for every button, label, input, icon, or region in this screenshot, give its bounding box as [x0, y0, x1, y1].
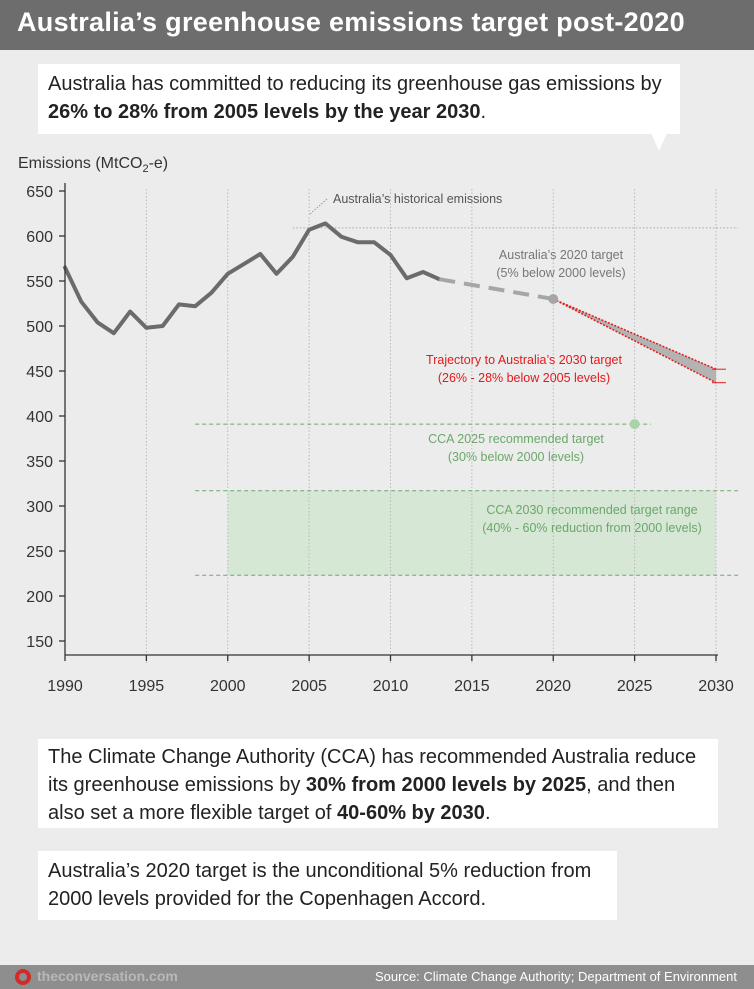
trajectory-2030-lower-line [552, 298, 717, 384]
y-tick-label: 250 [26, 544, 53, 561]
y-tick-label: 400 [26, 409, 53, 426]
target-2020-point [548, 294, 559, 304]
cca-2025-target-point [629, 419, 640, 430]
target-2020-callout: Australia’s 2020 target is the unconditi… [38, 851, 617, 920]
annotation-cca2030-line2: (40% - 60% reduction from 2000 levels) [482, 521, 702, 535]
cca-highlight-2025: 30% from 2000 levels by 2025 [305, 774, 587, 796]
intro-text-end: . [480, 101, 487, 123]
callout-tail [651, 133, 667, 151]
y-tick-label: 300 [26, 499, 53, 516]
y-tick-label: 200 [26, 589, 53, 606]
y-tick-label: 600 [26, 229, 53, 246]
cca-highlight-2030: 40-60% by 2030 [337, 802, 485, 824]
trajectory-2030-upper-line [552, 298, 717, 370]
annotation-trajectory-line1: Trajectory to Australia’s 2030 target [426, 353, 622, 367]
intro-highlight: 26% to 28% from 2005 levels by the year … [48, 101, 481, 123]
y-tick-label: 450 [26, 364, 53, 381]
annotation-trajectory-line2: (26% - 28% below 2005 levels) [438, 371, 610, 385]
y-axis-label-text: Emissions (MtCO [18, 155, 142, 172]
target-2020-text: Australia’s 2020 target is the unconditi… [48, 860, 592, 910]
cca-text-mid: , and then also set a more flexible targ… [48, 774, 676, 824]
title-bar: Australia’s greenhouse emissions target … [0, 0, 754, 50]
annotation-cca2025-line2: (30% below 2000 levels) [448, 450, 584, 464]
x-tick-label: 2025 [617, 678, 653, 695]
y-tick-label: 550 [26, 274, 53, 291]
footer-bar: theconversation.com Source: Climate Chan… [0, 965, 754, 989]
x-tick-label: 2015 [454, 678, 490, 695]
x-tick-label: 2000 [210, 678, 246, 695]
conversation-logo-icon [15, 969, 31, 985]
footer-brand: theconversation.com [37, 968, 178, 984]
cca-recommendation-callout: The Climate Change Authority (CCA) has r… [38, 739, 718, 828]
y-axis-label-end: -e) [149, 155, 169, 172]
y-axis-label-subscript: 2 [142, 163, 148, 175]
x-tick-label: 2030 [698, 678, 734, 695]
emissions-chart: 650 600 550 500 450 400 350 300 250 200 150 1990 199… [18, 155, 738, 695]
x-tick-label: 1990 [47, 678, 83, 695]
annotation-cca2025-line1: CCA 2025 recommended target [428, 432, 604, 446]
x-tick-label: 2010 [373, 678, 409, 695]
x-tick-label: 2020 [535, 678, 571, 695]
footer-source: Source: Climate Change Authority; Depart… [374, 969, 737, 984]
page-title: Australia’s greenhouse emissions target … [17, 7, 685, 37]
x-tick-label: 1995 [129, 678, 165, 695]
target-2020-projection-line [438, 277, 554, 301]
intro-text: Australia has committed to reducing its … [48, 73, 662, 95]
historical-label-leader [309, 198, 328, 215]
annotation-cca2030-line1: CCA 2030 recommended target range [486, 503, 697, 517]
cca-text-end: . [484, 802, 491, 824]
y-axis-label: Emissions (MtCO2-e) [18, 155, 168, 175]
x-tick-label: 2005 [291, 678, 327, 695]
annotation-target2020-line1: Australia’s 2020 target [499, 248, 624, 262]
cca-text: The Climate Change Authority (CCA) has r… [48, 746, 697, 796]
annotation-historical-line1: Australia’s historical emissions [333, 192, 502, 206]
historical-emissions-line [63, 221, 442, 336]
y-tick-label: 650 [26, 184, 53, 201]
y-tick-label: 150 [26, 634, 53, 651]
y-tick-label: 350 [26, 454, 53, 471]
annotation-target2020-line2: (5% below 2000 levels) [496, 266, 625, 280]
y-tick-label: 500 [26, 319, 53, 336]
intro-callout: Australia has committed to reducing its … [38, 64, 680, 134]
